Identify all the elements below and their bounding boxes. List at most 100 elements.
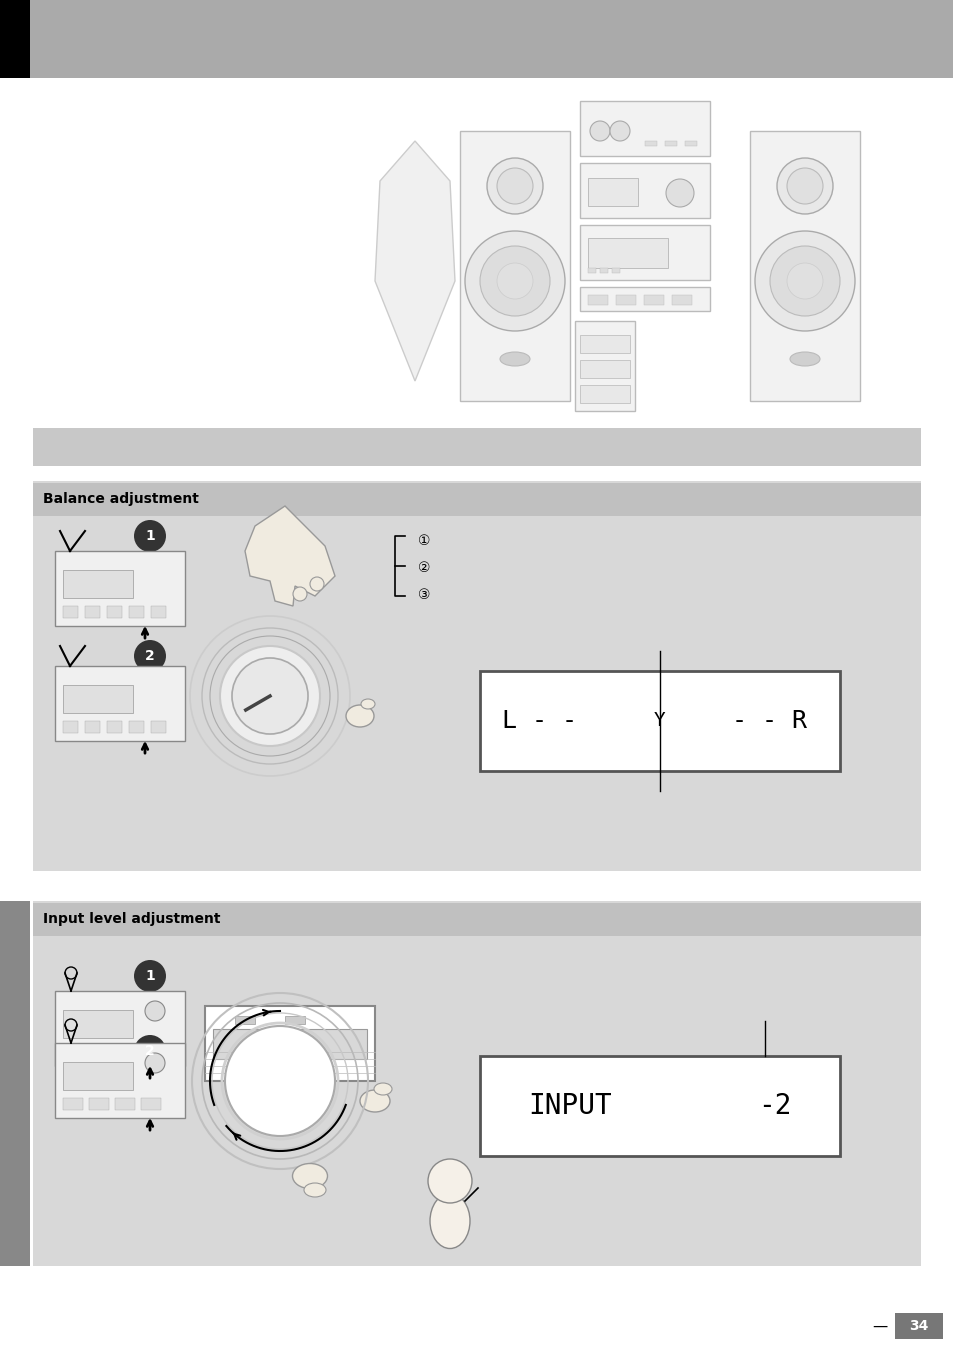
Bar — [579, 359, 629, 378]
Bar — [643, 295, 663, 305]
Bar — [579, 101, 709, 155]
Bar — [0, 0, 953, 78]
Bar — [644, 141, 657, 146]
Bar — [33, 484, 920, 516]
Text: ③: ③ — [417, 588, 430, 603]
Bar — [55, 1043, 185, 1119]
Bar — [63, 607, 78, 617]
Bar — [671, 295, 691, 305]
Bar — [63, 721, 78, 734]
Bar — [579, 335, 629, 353]
Bar — [115, 1046, 135, 1058]
Text: ①: ① — [417, 534, 430, 549]
Text: Input level adjustment: Input level adjustment — [43, 912, 220, 925]
Bar — [213, 1029, 367, 1059]
Bar — [587, 267, 596, 273]
Circle shape — [310, 577, 324, 590]
Ellipse shape — [360, 698, 375, 709]
Text: 2: 2 — [145, 1044, 154, 1058]
Bar — [55, 992, 185, 1066]
Bar — [894, 1313, 942, 1339]
Circle shape — [486, 158, 542, 213]
Circle shape — [464, 231, 564, 331]
Bar — [684, 141, 697, 146]
Circle shape — [133, 961, 166, 992]
Bar — [63, 570, 132, 598]
Ellipse shape — [499, 353, 530, 366]
Bar — [89, 1098, 109, 1111]
Bar — [575, 322, 635, 411]
Bar — [579, 226, 709, 280]
Circle shape — [609, 122, 629, 141]
Ellipse shape — [430, 1193, 470, 1248]
Text: 2: 2 — [145, 648, 154, 663]
Circle shape — [665, 178, 693, 207]
Bar — [141, 1098, 161, 1111]
Circle shape — [232, 658, 308, 734]
Bar — [749, 131, 859, 401]
Circle shape — [133, 520, 166, 553]
Bar — [579, 385, 629, 403]
Bar — [479, 1056, 840, 1156]
Text: 34: 34 — [908, 1319, 927, 1333]
Ellipse shape — [374, 1084, 392, 1096]
Text: L - -: L - - — [502, 709, 577, 734]
Circle shape — [769, 246, 840, 316]
Bar — [205, 1006, 375, 1081]
Circle shape — [428, 1159, 472, 1202]
Bar — [33, 901, 920, 1266]
Circle shape — [145, 1001, 165, 1021]
Circle shape — [133, 640, 166, 671]
Bar — [479, 671, 840, 771]
Circle shape — [497, 263, 533, 299]
Bar — [129, 721, 144, 734]
Text: —: — — [871, 1319, 886, 1333]
Bar — [63, 1098, 83, 1111]
Text: 1: 1 — [145, 969, 154, 984]
Text: ②: ② — [417, 561, 430, 576]
Bar — [612, 267, 619, 273]
Bar — [115, 1098, 135, 1111]
Bar — [129, 607, 144, 617]
Circle shape — [225, 1025, 335, 1136]
Bar — [55, 551, 185, 626]
Bar — [599, 267, 607, 273]
Circle shape — [776, 158, 832, 213]
Bar — [63, 1011, 132, 1038]
Bar — [587, 178, 638, 205]
Bar — [151, 721, 166, 734]
Ellipse shape — [293, 1163, 327, 1189]
Circle shape — [479, 246, 550, 316]
Bar — [63, 1062, 132, 1090]
Text: Balance adjustment: Balance adjustment — [43, 492, 198, 507]
Circle shape — [497, 168, 533, 204]
Polygon shape — [375, 141, 455, 381]
Bar — [63, 1046, 83, 1058]
Bar — [579, 286, 709, 311]
Circle shape — [293, 586, 307, 601]
Bar — [33, 481, 920, 871]
Bar — [0, 0, 30, 78]
Bar — [89, 1046, 109, 1058]
Bar — [107, 721, 122, 734]
Bar — [151, 607, 166, 617]
Text: Y: Y — [654, 712, 665, 731]
Bar — [141, 1046, 161, 1058]
Bar — [55, 666, 185, 740]
Bar — [579, 163, 709, 218]
Bar — [587, 295, 607, 305]
Circle shape — [145, 1052, 165, 1073]
Text: - - R: - - R — [732, 709, 806, 734]
Text: -2: -2 — [758, 1092, 791, 1120]
Bar — [234, 1016, 254, 1024]
Polygon shape — [245, 507, 335, 607]
Text: 1: 1 — [145, 530, 154, 543]
Bar — [285, 1016, 305, 1024]
Circle shape — [220, 646, 319, 746]
Ellipse shape — [304, 1183, 326, 1197]
Ellipse shape — [346, 705, 374, 727]
Bar — [33, 428, 920, 466]
Bar — [616, 295, 636, 305]
Circle shape — [589, 122, 609, 141]
Bar — [664, 141, 677, 146]
